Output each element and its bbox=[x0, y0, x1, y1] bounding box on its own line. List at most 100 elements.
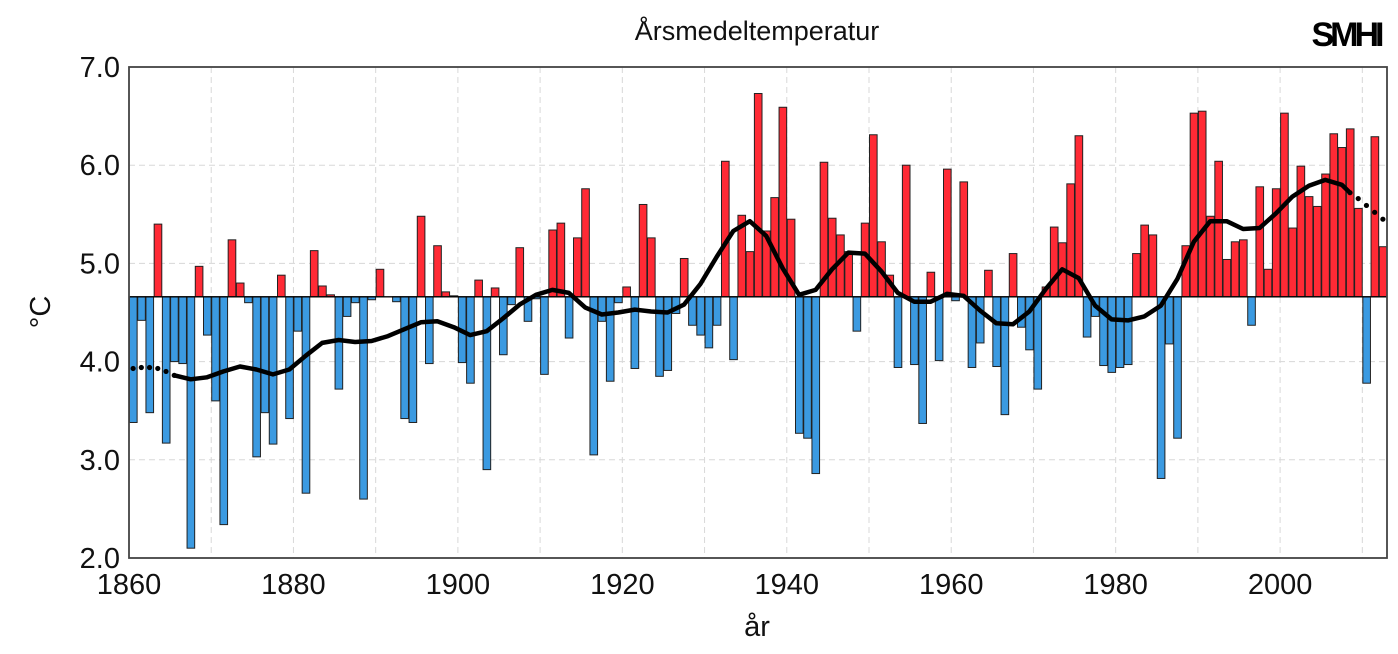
trend-dot bbox=[163, 368, 169, 375]
y-ticks: 2.0 3.0 4.0 5.0 6.0 7.0 bbox=[80, 52, 120, 575]
bar-1958 bbox=[934, 296, 944, 362]
bar-1905 bbox=[499, 296, 508, 356]
bar-1990 bbox=[1197, 110, 1207, 298]
bar-1904 bbox=[490, 287, 500, 298]
y-tick-label: 3.0 bbox=[80, 445, 120, 477]
bar-1945 bbox=[827, 217, 837, 298]
trend-dot bbox=[1380, 216, 1386, 222]
bar-1970 bbox=[1033, 296, 1043, 390]
bar-1933 bbox=[729, 296, 738, 361]
bar-1893 bbox=[400, 296, 409, 420]
trend-dot bbox=[171, 372, 177, 378]
trend-dot bbox=[146, 364, 153, 371]
bar-1895 bbox=[416, 215, 426, 298]
bar-1954 bbox=[901, 164, 911, 298]
x-axis-label: år bbox=[744, 611, 770, 643]
bar-1867 bbox=[186, 296, 196, 549]
x-tick-label: 1860 bbox=[97, 569, 162, 601]
bar-1941 bbox=[795, 296, 804, 434]
bar-1997 bbox=[1255, 186, 1265, 298]
bar-1964 bbox=[984, 269, 993, 298]
bar-1953 bbox=[893, 296, 903, 368]
bar-1948 bbox=[852, 296, 862, 332]
bar-1896 bbox=[425, 296, 434, 365]
bar-1901 bbox=[466, 296, 475, 384]
bar-2002 bbox=[1296, 165, 1306, 298]
smhi-logo: SMHI bbox=[1312, 16, 1384, 54]
bar-2006 bbox=[1329, 133, 1339, 298]
bar-1975 bbox=[1074, 135, 1084, 298]
bar-2004 bbox=[1313, 205, 1322, 298]
y-tick-label: 6.0 bbox=[80, 150, 120, 182]
bar-1961 bbox=[959, 181, 969, 298]
trend-dot bbox=[138, 364, 144, 371]
bar-1902 bbox=[474, 279, 483, 298]
bar-1882 bbox=[309, 250, 319, 298]
bar-1996 bbox=[1247, 296, 1256, 326]
bar-1967 bbox=[1008, 253, 1018, 298]
bar-1980 bbox=[1115, 296, 1125, 368]
bar-1875 bbox=[252, 296, 261, 458]
bar-1930 bbox=[704, 296, 714, 349]
trend-dot bbox=[155, 365, 161, 372]
bar-1877 bbox=[268, 296, 278, 445]
bar-2008 bbox=[1345, 128, 1355, 298]
bar-1974 bbox=[1066, 183, 1075, 298]
bar-1869 bbox=[203, 296, 212, 336]
bar-1918 bbox=[605, 296, 615, 382]
bar-1985 bbox=[1156, 296, 1166, 479]
bar-1998 bbox=[1263, 268, 1273, 298]
bar-1906 bbox=[507, 296, 516, 306]
x-tick-label: 1960 bbox=[919, 569, 984, 601]
y-axis-label: °C bbox=[25, 296, 57, 329]
bar-1885 bbox=[334, 296, 344, 390]
bar-1914 bbox=[573, 237, 582, 298]
bar-1931 bbox=[712, 296, 722, 326]
bar-1963 bbox=[975, 296, 985, 344]
x-tick-label: 1920 bbox=[590, 569, 655, 601]
x-tick-label: 1900 bbox=[426, 569, 491, 601]
y-tick-label: 4.0 bbox=[80, 347, 120, 379]
x-tick-label: 1980 bbox=[1083, 569, 1148, 601]
bar-1984 bbox=[1148, 234, 1158, 298]
bar-1874 bbox=[244, 296, 253, 304]
x-tick-label: 1940 bbox=[755, 569, 820, 601]
bar-1897 bbox=[433, 245, 442, 298]
bar-1943 bbox=[811, 296, 821, 475]
bar-2003 bbox=[1304, 196, 1314, 298]
bar-1892 bbox=[392, 296, 401, 303]
bar-1894 bbox=[408, 296, 418, 423]
chart-title: Årsmedeltemperatur bbox=[635, 15, 880, 46]
bar-1927 bbox=[679, 257, 689, 298]
bar-1912 bbox=[556, 222, 566, 298]
trend-line bbox=[171, 177, 1353, 382]
bar-1865 bbox=[170, 296, 179, 363]
bar-1928 bbox=[688, 296, 697, 326]
bar-1876 bbox=[260, 296, 270, 414]
bar-1872 bbox=[227, 239, 237, 298]
bar-1936 bbox=[753, 93, 763, 298]
bar-1959 bbox=[943, 168, 952, 298]
bar-1880 bbox=[293, 296, 303, 332]
bar-1991 bbox=[1206, 215, 1215, 298]
bar-1868 bbox=[194, 265, 204, 298]
x-tick-label: 2000 bbox=[1248, 569, 1313, 601]
bar-2011 bbox=[1370, 136, 1380, 298]
bar-1878 bbox=[277, 274, 286, 298]
bar-1932 bbox=[721, 160, 730, 298]
x-tick-label: 1880 bbox=[261, 569, 326, 601]
bar-1898 bbox=[441, 291, 451, 298]
bar-1920 bbox=[622, 286, 631, 298]
bar-2010 bbox=[1362, 296, 1371, 384]
bar-1916 bbox=[589, 296, 599, 456]
bar-1978 bbox=[1099, 296, 1108, 367]
bar-1929 bbox=[696, 296, 705, 336]
bar-1871 bbox=[219, 296, 229, 526]
bar-1922 bbox=[638, 203, 648, 298]
bar-1915 bbox=[581, 188, 590, 298]
bar-1888 bbox=[359, 296, 368, 500]
bar-1956 bbox=[918, 296, 927, 424]
bar-1870 bbox=[211, 296, 220, 402]
bar-2005 bbox=[1321, 173, 1330, 298]
bar-1925 bbox=[663, 296, 673, 371]
